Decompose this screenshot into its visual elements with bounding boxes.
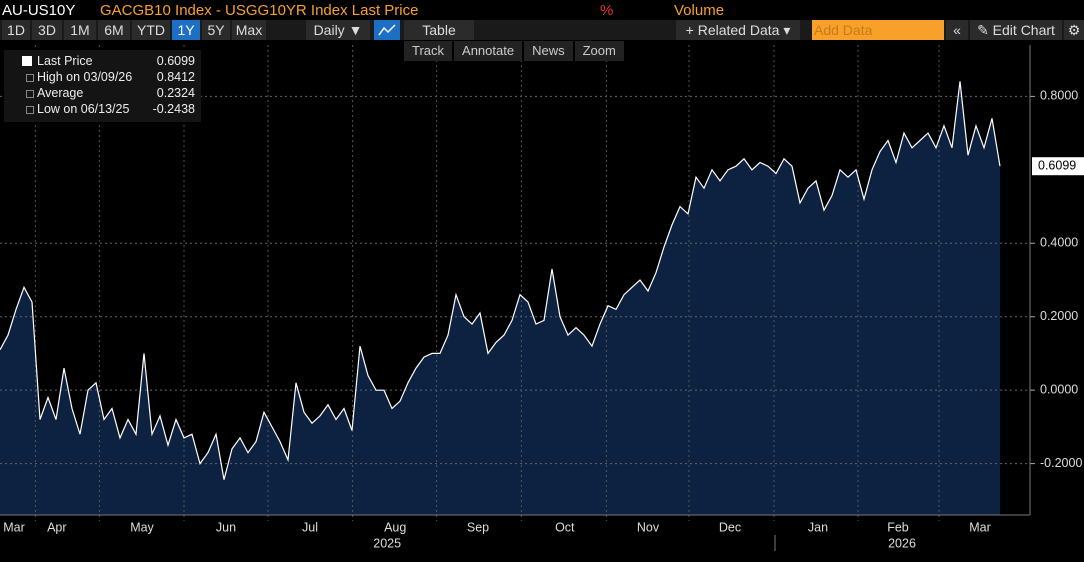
legend-row: Last Price 0.6099 xyxy=(4,54,201,70)
edit-chart[interactable]: ✎ Edit Chart xyxy=(970,20,1062,40)
range-button[interactable]: 1D xyxy=(2,20,30,40)
description: GACGB10 Index - USGG10YR Index Last Pric… xyxy=(100,2,419,19)
legend: Last Price 0.6099 High on 03/09/26 0.8412 Av… xyxy=(4,50,201,122)
legend-value: 0.8412 xyxy=(156,70,195,84)
legend-row: Average 0.2324 xyxy=(4,86,201,102)
x-tick-label: Jun xyxy=(216,520,236,534)
legend-label: High on 03/09/26 xyxy=(37,70,133,84)
y-tick-label: 0.0000 xyxy=(1040,382,1078,396)
x-tick-label: Nov xyxy=(637,520,660,534)
range-button[interactable]: 6M xyxy=(98,20,130,40)
chart-type[interactable] xyxy=(374,20,400,40)
legend-value: 0.6099 xyxy=(156,54,195,68)
range-button[interactable]: 5Y xyxy=(202,20,230,40)
year-label: 2025 xyxy=(373,536,401,550)
x-tick-label: Apr xyxy=(47,520,66,534)
legend-value: -0.2438 xyxy=(152,102,195,116)
x-tick-label: Sep xyxy=(467,520,489,534)
tool-button[interactable]: News xyxy=(524,41,573,61)
tools: Track Annotate News Zoom xyxy=(404,41,624,61)
volume[interactable]: Volume xyxy=(674,2,725,19)
toolbar: Daily ▼ Table + Related Data ▾ Add Data … xyxy=(0,20,1084,40)
legend-icon xyxy=(26,74,34,82)
y-tick-label: 0.8000 xyxy=(1040,89,1078,103)
range-button[interactable]: Max xyxy=(232,20,266,40)
x-tick-label: Jan xyxy=(808,520,828,534)
tool-button[interactable]: Zoom xyxy=(574,41,624,61)
tool-button[interactable]: Track xyxy=(404,41,453,61)
x-tick-label: Mar xyxy=(969,520,991,534)
legend-value: 0.2324 xyxy=(156,86,195,100)
y-tick-label: -0.2000 xyxy=(1040,456,1082,470)
last-price-box xyxy=(1032,157,1084,176)
collapse[interactable]: « xyxy=(946,20,968,40)
tool-button[interactable]: Annotate xyxy=(454,41,523,61)
x-tick-label: Mar xyxy=(3,520,25,534)
area xyxy=(0,81,1000,516)
y-tick-label: 0.2000 xyxy=(1040,309,1078,323)
add-data[interactable]: Add Data xyxy=(812,20,944,40)
range-button[interactable]: YTD xyxy=(132,20,170,40)
year-label: 2026 xyxy=(888,536,916,550)
range-button[interactable]: 1Y xyxy=(172,20,200,40)
legend-icon xyxy=(26,106,34,114)
price-line xyxy=(0,81,1001,480)
table[interactable]: Table xyxy=(404,20,474,40)
x-tick-label: Aug xyxy=(384,520,406,534)
ticker: AU-US10Y xyxy=(2,2,76,19)
legend-label: Last Price xyxy=(37,54,93,68)
legend-row: Low on 06/13/25 -0.2438 xyxy=(4,102,201,118)
last-price-label: 0.6099 xyxy=(1038,159,1076,173)
unit: % xyxy=(600,2,614,19)
legend-label: Average xyxy=(37,86,84,100)
y-tick-label: 0.4000 xyxy=(1040,236,1078,250)
legend-label: Low on 06/13/25 xyxy=(37,102,130,116)
range-button[interactable]: 1M xyxy=(64,20,96,40)
settings[interactable]: ⚙ xyxy=(1064,20,1084,40)
header: AU-US10Y GACGB10 Index - USGG10YR Index … xyxy=(0,0,1084,20)
legend-icon xyxy=(26,90,34,98)
legend-icon xyxy=(22,56,32,66)
legend-row: High on 03/09/26 0.8412 xyxy=(4,70,201,86)
related-data[interactable]: + Related Data ▾ xyxy=(676,20,800,40)
x-tick-label: Feb xyxy=(887,520,909,534)
frequency[interactable]: Daily ▼ xyxy=(306,20,370,40)
x-tick-label: Dec xyxy=(719,520,741,534)
x-tick-label: Jul xyxy=(302,520,318,534)
x-tick-label: May xyxy=(130,520,154,534)
x-tick-label: Oct xyxy=(555,520,575,534)
range-button[interactable]: 3D xyxy=(32,20,62,40)
